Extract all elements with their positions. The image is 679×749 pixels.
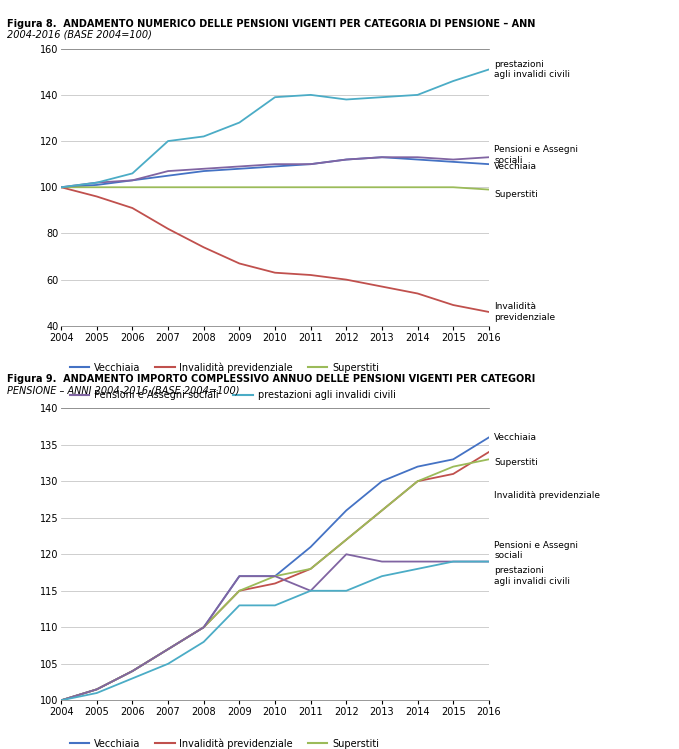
- Text: Vecchiaia: Vecchiaia: [494, 162, 537, 171]
- Text: Figura 8.  ANDAMENTO NUMERICO DELLE PENSIONI VIGENTI PER CATEGORIA DI PENSIONE –: Figura 8. ANDAMENTO NUMERICO DELLE PENSI…: [7, 19, 535, 28]
- Text: Invalidità previdenziale: Invalidità previdenziale: [494, 491, 600, 500]
- Text: Figura 9.  ANDAMENTO IMPORTO COMPLESSIVO ANNUO DELLE PENSIONI VIGENTI PER CATEGO: Figura 9. ANDAMENTO IMPORTO COMPLESSIVO …: [7, 374, 535, 384]
- Text: Invalidità
previdenziale: Invalidità previdenziale: [494, 303, 555, 321]
- Text: Vecchiaia: Vecchiaia: [494, 433, 537, 442]
- Legend: Pensioni e Assegni sociali, prestazioni agli invalidi civili: Pensioni e Assegni sociali, prestazioni …: [66, 386, 399, 404]
- Text: PENSIONE – ANNI 2004-2016 (BASE 2004=100): PENSIONE – ANNI 2004-2016 (BASE 2004=100…: [7, 386, 239, 395]
- Text: Superstiti: Superstiti: [494, 458, 538, 467]
- Text: prestazioni
agli invalidi civili: prestazioni agli invalidi civili: [494, 566, 570, 586]
- Text: Superstiti: Superstiti: [494, 189, 538, 198]
- Text: 2004-2016 (BASE 2004=100): 2004-2016 (BASE 2004=100): [7, 30, 151, 40]
- Text: Pensioni e Assegni
sociali: Pensioni e Assegni sociali: [494, 145, 579, 165]
- Text: Pensioni e Assegni
sociali: Pensioni e Assegni sociali: [494, 541, 579, 560]
- Text: prestazioni
agli invalidi civili: prestazioni agli invalidi civili: [494, 60, 570, 79]
